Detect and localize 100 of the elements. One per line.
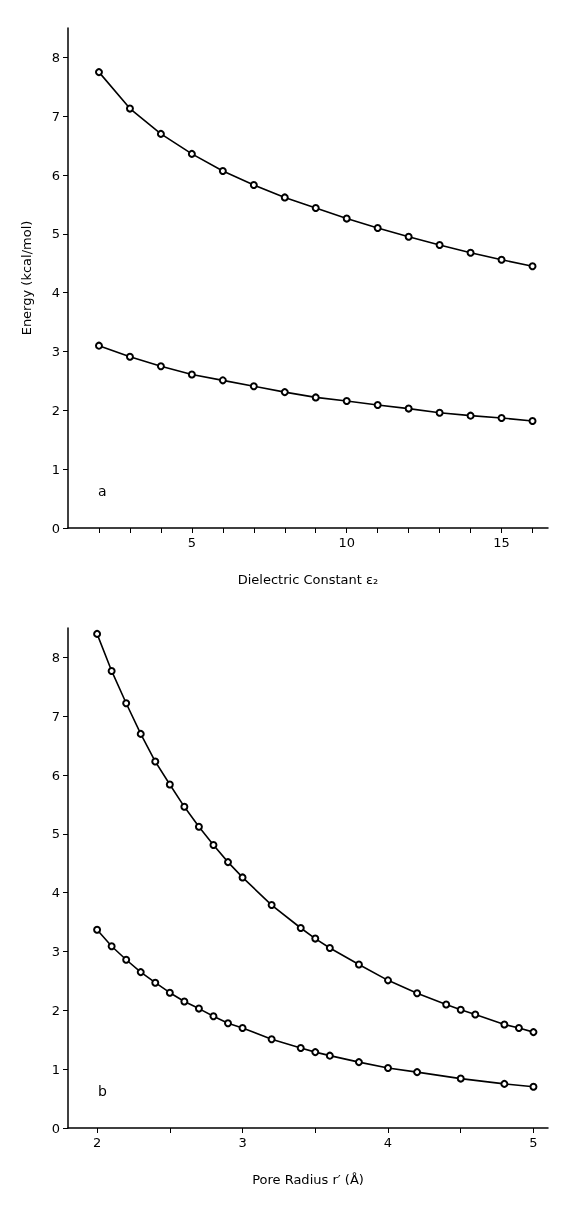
point bbox=[342, 396, 351, 405]
point bbox=[497, 414, 506, 422]
y-tick-label: 0 bbox=[51, 1120, 60, 1136]
y-tick-label: 2 bbox=[51, 1002, 60, 1018]
point bbox=[373, 401, 382, 410]
point bbox=[311, 1048, 320, 1057]
point bbox=[224, 858, 232, 867]
point bbox=[180, 997, 189, 1006]
point bbox=[187, 149, 196, 158]
point bbox=[528, 262, 537, 271]
point bbox=[311, 934, 320, 943]
point bbox=[194, 1004, 203, 1013]
x-tick-label: 5 bbox=[187, 535, 197, 550]
point bbox=[280, 193, 289, 202]
y-tick-label: 8 bbox=[51, 49, 60, 65]
point bbox=[94, 341, 103, 350]
point bbox=[94, 68, 103, 77]
y-tick-label: 2 bbox=[51, 402, 60, 418]
point bbox=[156, 362, 165, 371]
annotation: a bbox=[98, 483, 107, 499]
point bbox=[413, 1068, 422, 1077]
point bbox=[529, 1082, 538, 1091]
x-tick-label: 5 bbox=[529, 1135, 538, 1150]
y-tick-label: 6 bbox=[51, 767, 60, 783]
point bbox=[151, 757, 160, 766]
point bbox=[122, 955, 131, 964]
y-tick-label: 5 bbox=[51, 226, 60, 242]
point bbox=[471, 1010, 480, 1019]
point bbox=[180, 802, 189, 811]
y-tick-label: 1 bbox=[51, 1061, 60, 1077]
point bbox=[311, 204, 320, 212]
point bbox=[165, 988, 174, 997]
point bbox=[224, 1019, 232, 1028]
x-tick-label: 10 bbox=[338, 535, 355, 550]
point bbox=[325, 1051, 334, 1060]
point bbox=[404, 404, 413, 413]
point bbox=[125, 104, 134, 113]
point bbox=[218, 166, 227, 175]
point bbox=[404, 232, 413, 241]
x-tick-label: 15 bbox=[493, 535, 510, 550]
y-tick-label: 6 bbox=[51, 167, 60, 183]
point bbox=[280, 388, 289, 397]
point bbox=[238, 1024, 247, 1032]
point bbox=[122, 699, 131, 708]
point bbox=[435, 241, 444, 250]
y-tick-label: 8 bbox=[51, 649, 60, 665]
x-tick-label: 2 bbox=[92, 1135, 102, 1150]
y-axis-title: Energy (kcal/mol) bbox=[19, 220, 34, 336]
point bbox=[456, 1074, 465, 1083]
point bbox=[528, 416, 537, 425]
point bbox=[209, 841, 218, 850]
point bbox=[194, 822, 203, 831]
point bbox=[435, 408, 444, 417]
point bbox=[249, 382, 258, 391]
point bbox=[466, 248, 475, 257]
y-tick-label: 4 bbox=[51, 885, 60, 901]
point bbox=[187, 370, 196, 379]
point bbox=[384, 1064, 392, 1072]
point bbox=[500, 1020, 509, 1029]
x-axis-title: Dielectric Constant ε₂ bbox=[237, 572, 379, 587]
y-tick-label: 3 bbox=[51, 944, 60, 960]
point bbox=[136, 729, 145, 738]
annotation: b bbox=[98, 1083, 107, 1099]
point bbox=[456, 1005, 465, 1014]
y-tick-label: 1 bbox=[51, 461, 60, 477]
point bbox=[529, 1028, 538, 1037]
point bbox=[466, 411, 475, 420]
point bbox=[267, 1035, 276, 1044]
point bbox=[209, 1012, 218, 1021]
point bbox=[218, 376, 227, 385]
x-tick-label: 3 bbox=[238, 1135, 247, 1150]
point bbox=[442, 1000, 451, 1009]
point bbox=[93, 629, 102, 638]
point bbox=[249, 181, 258, 190]
point bbox=[342, 214, 351, 223]
x-tick-label: 4 bbox=[383, 1135, 393, 1150]
point bbox=[107, 666, 116, 675]
y-tick-label: 3 bbox=[51, 344, 60, 360]
point bbox=[373, 224, 382, 232]
point bbox=[500, 1079, 509, 1088]
point bbox=[354, 1058, 363, 1067]
y-tick-label: 4 bbox=[51, 285, 60, 301]
point bbox=[165, 780, 174, 789]
y-tick-label: 5 bbox=[51, 826, 60, 842]
point bbox=[296, 924, 305, 932]
point bbox=[384, 976, 392, 985]
point bbox=[156, 129, 165, 138]
point bbox=[413, 989, 422, 998]
point bbox=[93, 925, 102, 934]
x-axis-title: Pore Radius r′ (Å) bbox=[252, 1172, 364, 1187]
point bbox=[354, 960, 363, 969]
point bbox=[238, 873, 247, 882]
point bbox=[107, 942, 116, 951]
point bbox=[267, 901, 276, 910]
point bbox=[325, 944, 334, 952]
point bbox=[136, 968, 145, 977]
y-tick-label: 7 bbox=[51, 708, 60, 724]
y-tick-label: 7 bbox=[51, 108, 60, 124]
point bbox=[151, 978, 160, 987]
point bbox=[514, 1024, 523, 1032]
